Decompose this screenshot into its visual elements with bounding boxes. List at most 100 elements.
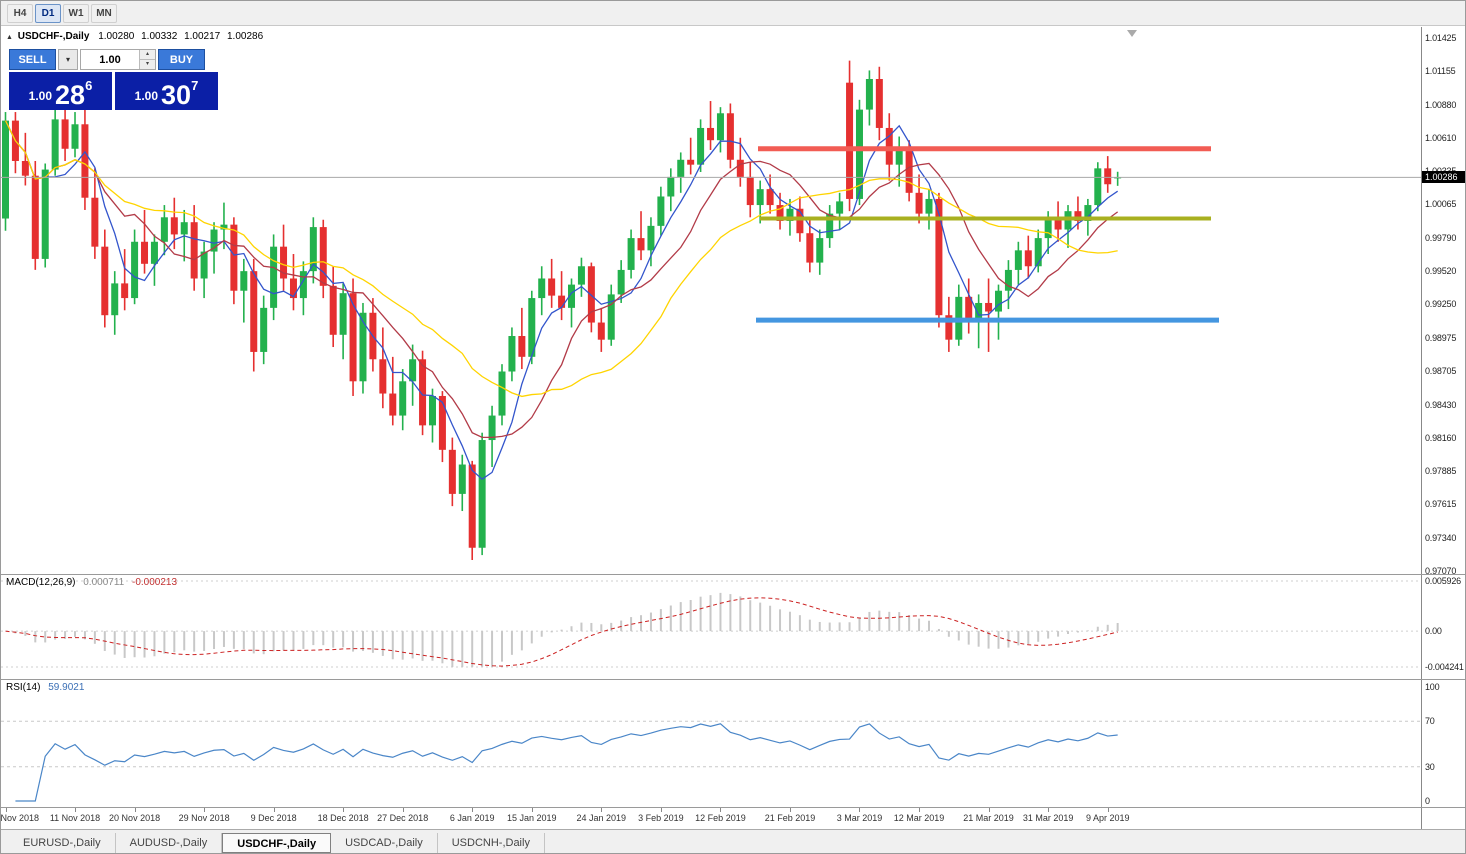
candle (597, 322, 605, 340)
date-label: 24 Jan 2019 (576, 813, 627, 823)
candle (51, 119, 59, 170)
candle (1014, 250, 1022, 270)
tab-usdcnh-daily[interactable]: USDCNH-,Daily (438, 832, 545, 853)
candle (210, 229, 218, 252)
candle (389, 393, 397, 416)
candle (607, 294, 615, 340)
candle (280, 246, 288, 279)
tab-eurusd-daily[interactable]: EURUSD-,Daily (9, 832, 116, 853)
pane-separator (1, 679, 1465, 680)
candle (41, 169, 49, 259)
candle (270, 246, 278, 308)
macd-title: MACD(12,26,9) (6, 577, 76, 588)
candle (190, 222, 198, 279)
candle (1024, 250, 1032, 267)
main-chart[interactable] (1, 27, 1421, 574)
tab-usdcad-daily[interactable]: USDCAD-,Daily (331, 832, 438, 853)
rsi-scale-label: 30 (1425, 761, 1435, 772)
symbol-triangle-icon: ▲ (6, 34, 13, 41)
date-tick (532, 808, 533, 812)
date-label: 3 Feb 2019 (638, 813, 684, 823)
candle (438, 395, 446, 450)
sell-price-prefix: 1.00 (28, 89, 53, 103)
ma-fast-line (4, 120, 1119, 481)
price-scale-label: 0.98160 (1425, 432, 1457, 443)
sell-price-pipette: 6 (85, 78, 93, 93)
date-label: 18 Dec 2018 (317, 813, 369, 823)
macd-indicator-pane[interactable] (1, 575, 1421, 679)
candle (945, 315, 953, 340)
buy-button[interactable]: BUY (158, 49, 205, 70)
pane-separator (1, 807, 1465, 808)
price-scale-label: 1.01425 (1425, 33, 1457, 43)
buy-price-prefix: 1.00 (134, 89, 159, 103)
date-label: 21 Feb 2019 (764, 813, 816, 823)
chart-symbol-label: USDCHF-,Daily (17, 31, 90, 42)
price-scale-label: 1.00610 (1425, 132, 1457, 143)
sell-price-display[interactable]: 1.00 28 6 (9, 72, 112, 110)
rsi-scale-label: 70 (1425, 716, 1435, 727)
ohlc-low: 1.00217 (184, 31, 221, 42)
date-label: 9 Apr 2019 (1085, 813, 1130, 823)
date-tick (859, 808, 860, 812)
scroll-to-end-marker[interactable] (1127, 30, 1137, 37)
candle (647, 225, 655, 251)
buy-price-display[interactable]: 1.00 30 7 (115, 72, 218, 110)
candle (528, 298, 536, 357)
date-label: 20 Nov 2018 (109, 813, 161, 823)
volume-dropdown-button[interactable]: ▾ (58, 49, 78, 70)
date-label: 12 Mar 2019 (893, 813, 945, 823)
timeframe-button-d1[interactable]: D1 (35, 3, 61, 23)
volume-increment-button[interactable]: ▴ (140, 50, 155, 60)
tab-usdchf-daily[interactable]: USDCHF-,Daily (222, 832, 332, 853)
timeframe-button-w1[interactable]: W1 (63, 3, 89, 23)
candle (985, 302, 993, 312)
candle (538, 278, 546, 299)
candle (925, 198, 933, 214)
candle (687, 159, 695, 165)
candle (419, 359, 427, 426)
candle (568, 284, 576, 308)
candle (677, 159, 685, 177)
timeframe-button-h4[interactable]: H4 (7, 3, 33, 23)
tab-audusd-daily[interactable]: AUDUSD-,Daily (116, 832, 223, 853)
date-tick (720, 808, 721, 812)
date-label: 3 Mar 2019 (836, 813, 883, 823)
candle (488, 415, 496, 441)
ma-slow-line (4, 120, 1118, 398)
volume-decrement-button[interactable]: ▾ (140, 60, 155, 69)
date-label: 9 Dec 2018 (250, 813, 297, 823)
chart-title: ▲ USDCHF-,Daily 1.00280 1.00332 1.00217 … (6, 31, 267, 42)
volume-input[interactable] (81, 50, 139, 69)
sell-button[interactable]: SELL (9, 49, 56, 70)
price-scale[interactable]: 1.00286 1.01425 1.01155 1.00880 1.00610 1.00… (1421, 27, 1465, 829)
date-tick (274, 808, 275, 812)
macd-signal-line (5, 597, 1118, 667)
candle (736, 159, 744, 177)
candle (726, 113, 734, 160)
candle (260, 307, 268, 352)
price-scale-label: 0.97615 (1425, 499, 1457, 510)
price-scale-label: 0.97885 (1425, 466, 1457, 477)
date-label: 31 Mar 2019 (1022, 813, 1074, 823)
candle (855, 109, 863, 199)
candle (448, 449, 456, 494)
chart-area[interactable]: ▲ USDCHF-,Daily 1.00280 1.00332 1.00217 … (1, 27, 1465, 829)
rsi-scale-label: 100 (1425, 682, 1440, 692)
candle (905, 147, 913, 193)
rsi-indicator-pane[interactable] (1, 680, 1421, 807)
candle (746, 176, 754, 206)
macd-main-value: 0.000711 (83, 577, 125, 588)
timeframe-button-mn[interactable]: MN (91, 3, 117, 23)
candle (299, 271, 307, 299)
candle (309, 227, 317, 272)
candle (200, 251, 208, 279)
pane-separator (1, 574, 1465, 575)
macd-scale-label: 0.005926 (1425, 576, 1461, 586)
date-tick (919, 808, 920, 812)
date-tick (204, 808, 205, 812)
candle (637, 238, 645, 251)
candle (121, 283, 129, 299)
date-label: 12 Feb 2019 (695, 813, 746, 823)
date-tick (601, 808, 602, 812)
